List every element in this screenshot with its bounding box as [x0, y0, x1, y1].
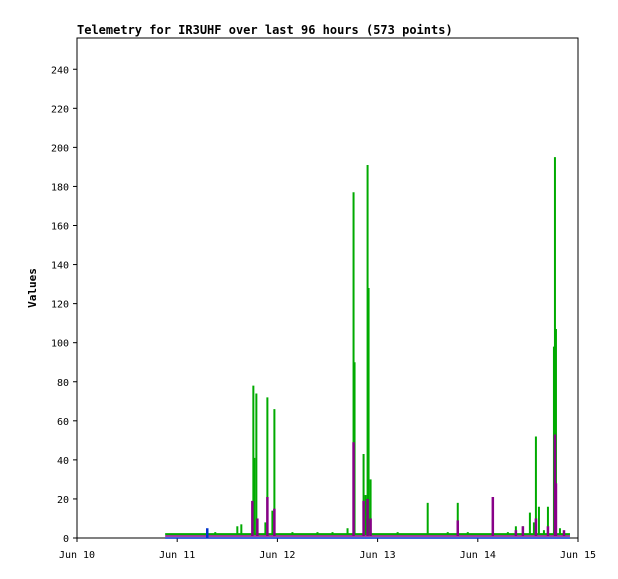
y-tick-label: 160 — [51, 222, 69, 233]
y-tick-label: 80 — [57, 378, 69, 389]
x-tick-label: Jun 12 — [259, 550, 295, 561]
y-tick-label: 100 — [51, 339, 69, 350]
y-axis-label: Values — [26, 268, 39, 308]
y-tick-label: 180 — [51, 182, 69, 193]
y-tick-label: 240 — [51, 65, 69, 76]
y-axis: 0 20 40 60 80 100 120 140 160 180 200 220 240 — [51, 65, 77, 545]
x-tick-label: Jun 14 — [460, 550, 496, 561]
y-tick-label: 60 — [57, 417, 69, 428]
y-tick-label: 200 — [51, 143, 69, 154]
y-tick-label: 0 — [63, 534, 69, 545]
series-group — [165, 157, 570, 539]
series-2 — [165, 528, 570, 539]
x-tick-label: Jun 13 — [360, 550, 396, 561]
y-tick-label: 220 — [51, 104, 69, 115]
y-tick-label: 40 — [57, 456, 69, 467]
plot-area-frame — [76, 37, 579, 539]
chart-title: Telemetry for IR3UHF over last 96 hours … — [77, 23, 453, 37]
x-tick-label: Jun 11 — [159, 550, 195, 561]
x-tick-label: Jun 15 — [560, 550, 596, 561]
y-tick-label: 20 — [57, 495, 69, 506]
y-tick-label: 120 — [51, 300, 69, 311]
x-tick-label: Jun 10 — [59, 550, 95, 561]
x-axis: Jun 10 Jun 11 Jun 12 Jun 13 Jun 14 Jun 15 — [59, 538, 596, 561]
y-tick-label: 140 — [51, 261, 69, 272]
series-1 — [165, 434, 570, 537]
